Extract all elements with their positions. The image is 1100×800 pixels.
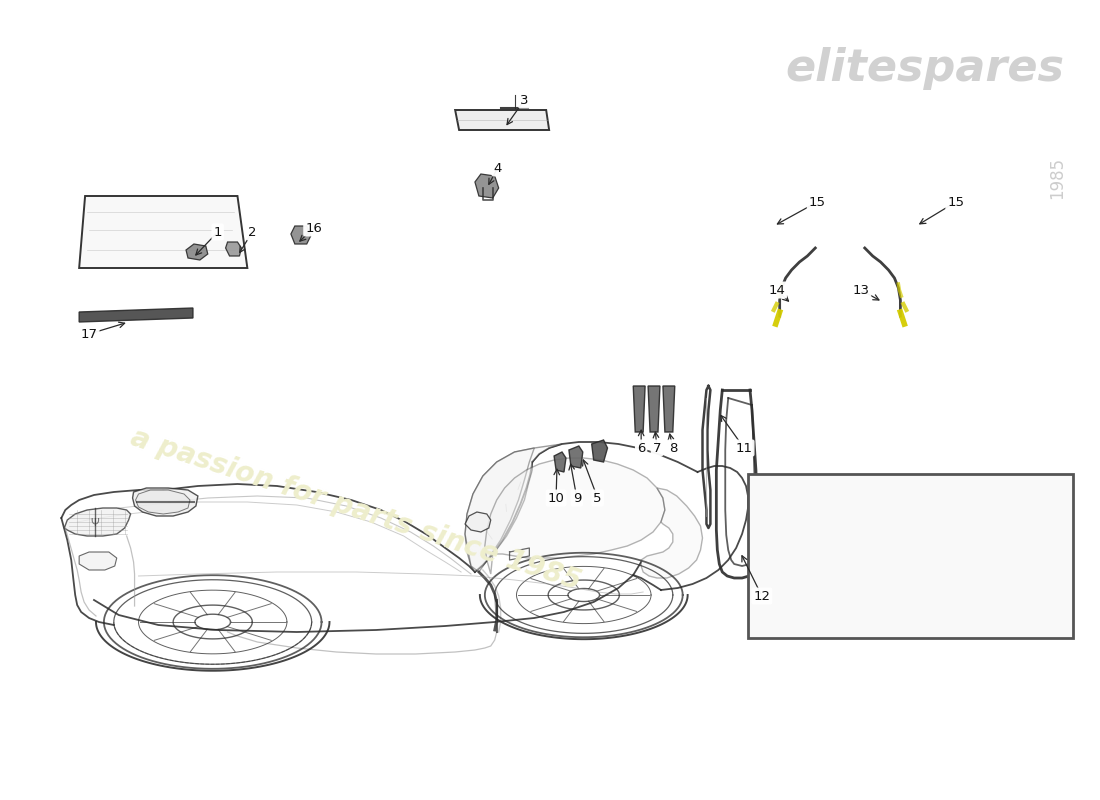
Text: 15: 15 xyxy=(808,195,826,209)
Text: 4: 4 xyxy=(494,162,502,174)
Text: 6: 6 xyxy=(637,442,646,454)
Text: 8: 8 xyxy=(669,442,676,454)
Text: 9: 9 xyxy=(573,491,581,505)
Polygon shape xyxy=(475,174,498,198)
Polygon shape xyxy=(79,196,248,268)
Polygon shape xyxy=(663,386,674,432)
Polygon shape xyxy=(455,110,549,130)
Polygon shape xyxy=(634,386,645,432)
Polygon shape xyxy=(226,242,241,256)
Text: 2: 2 xyxy=(249,226,256,238)
Text: 1985: 1985 xyxy=(1047,157,1066,199)
Polygon shape xyxy=(64,508,131,536)
Text: 10: 10 xyxy=(548,491,564,505)
Text: 1: 1 xyxy=(213,226,222,238)
Polygon shape xyxy=(135,490,190,514)
Polygon shape xyxy=(465,444,562,572)
Text: Ψ: Ψ xyxy=(90,518,99,528)
Polygon shape xyxy=(554,452,566,472)
Polygon shape xyxy=(79,552,117,570)
Text: 16: 16 xyxy=(305,222,322,234)
Polygon shape xyxy=(485,458,664,574)
Polygon shape xyxy=(569,446,583,468)
Polygon shape xyxy=(133,488,198,516)
Polygon shape xyxy=(592,440,607,462)
Text: 7: 7 xyxy=(652,442,661,454)
Text: elitespares: elitespares xyxy=(785,46,1065,90)
Text: 5: 5 xyxy=(593,491,602,505)
FancyBboxPatch shape xyxy=(748,474,1072,638)
Text: 17: 17 xyxy=(80,327,98,341)
Polygon shape xyxy=(465,512,491,532)
Text: 15: 15 xyxy=(947,195,965,209)
Polygon shape xyxy=(641,488,703,578)
Text: 11: 11 xyxy=(736,442,752,454)
Polygon shape xyxy=(186,244,208,260)
Text: 14: 14 xyxy=(768,283,785,297)
Text: a passion for parts since 1985: a passion for parts since 1985 xyxy=(128,424,585,596)
Polygon shape xyxy=(465,448,535,572)
Polygon shape xyxy=(79,308,192,322)
Text: 3: 3 xyxy=(520,94,529,106)
Polygon shape xyxy=(290,226,310,244)
Text: 12: 12 xyxy=(754,590,770,602)
Text: 13: 13 xyxy=(852,283,869,297)
Polygon shape xyxy=(648,386,660,432)
